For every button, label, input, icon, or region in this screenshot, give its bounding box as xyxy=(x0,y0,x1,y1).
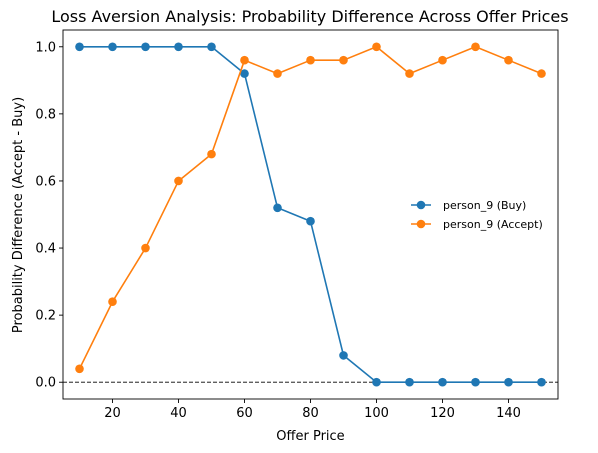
series-1-point xyxy=(372,377,381,387)
series-layer xyxy=(75,42,546,387)
series-1-point xyxy=(537,377,546,387)
y-tick-label: 0.8 xyxy=(35,107,56,122)
series-1-point xyxy=(75,42,84,52)
x-tick-label: 100 xyxy=(364,406,389,421)
series-1-point xyxy=(438,377,447,387)
plot-frame xyxy=(62,29,559,400)
series-1-point xyxy=(240,69,249,78)
series-1-point xyxy=(339,351,348,360)
chart-title: Loss Aversion Analysis: Probability Diff… xyxy=(51,7,568,26)
series-2-point xyxy=(207,149,216,159)
x-tick-label: 40 xyxy=(170,406,187,421)
series-2-point xyxy=(240,55,249,65)
series-2-point xyxy=(108,297,117,307)
x-tick-label: 20 xyxy=(104,406,121,421)
y-tick-label: 0.4 xyxy=(35,242,56,257)
series-2-point xyxy=(273,69,282,78)
y-tick-label: 0.6 xyxy=(35,174,56,189)
series-1-point xyxy=(306,216,315,226)
x-tick-label: 60 xyxy=(236,406,253,421)
x-axis-label: Offer Price xyxy=(276,429,344,444)
series-1-point xyxy=(273,203,282,213)
series-1-point xyxy=(207,42,216,52)
series-2-point xyxy=(372,42,381,52)
plot-area xyxy=(62,29,559,400)
series-2-point xyxy=(174,176,183,186)
x-tick-label: 140 xyxy=(496,406,521,421)
series-1-point xyxy=(141,42,150,52)
x-tick-label: 80 xyxy=(302,406,319,421)
y-axis-label: Probability Difference (Accept - Buy) xyxy=(11,97,26,333)
x-tick-label: 120 xyxy=(430,406,455,421)
series-2-point xyxy=(471,42,480,52)
y-tick-label: 0.0 xyxy=(35,376,56,391)
y-tick-label: 0.2 xyxy=(35,309,56,324)
series-2-point xyxy=(306,55,315,65)
x-axis: 20 40 60 80 100 120 140 xyxy=(104,399,521,421)
y-tick-label: 1.0 xyxy=(35,40,56,55)
series-line-1 xyxy=(79,45,542,384)
legend: person_9 (Buy) person_9 (Accept) xyxy=(411,199,543,231)
y-axis: 0.0 0.2 0.4 0.6 0.8 1.0 xyxy=(35,40,63,391)
legend-label: person_9 (Accept) xyxy=(443,218,543,231)
series-2-point xyxy=(438,55,447,65)
legend-marker xyxy=(416,219,426,229)
series-2-point xyxy=(339,55,348,65)
series-1-point xyxy=(471,377,480,387)
series-2-point xyxy=(537,69,546,78)
legend-marker xyxy=(416,200,426,210)
series-2-point xyxy=(504,55,513,65)
series-2-point xyxy=(141,243,150,253)
series-2-point xyxy=(75,364,84,374)
series-1-point xyxy=(174,42,183,52)
series-1-point xyxy=(504,377,513,387)
series-2-point xyxy=(405,69,414,78)
legend-label: person_9 (Buy) xyxy=(443,199,526,212)
series-1-point xyxy=(108,42,117,52)
series-1-point xyxy=(405,377,414,387)
